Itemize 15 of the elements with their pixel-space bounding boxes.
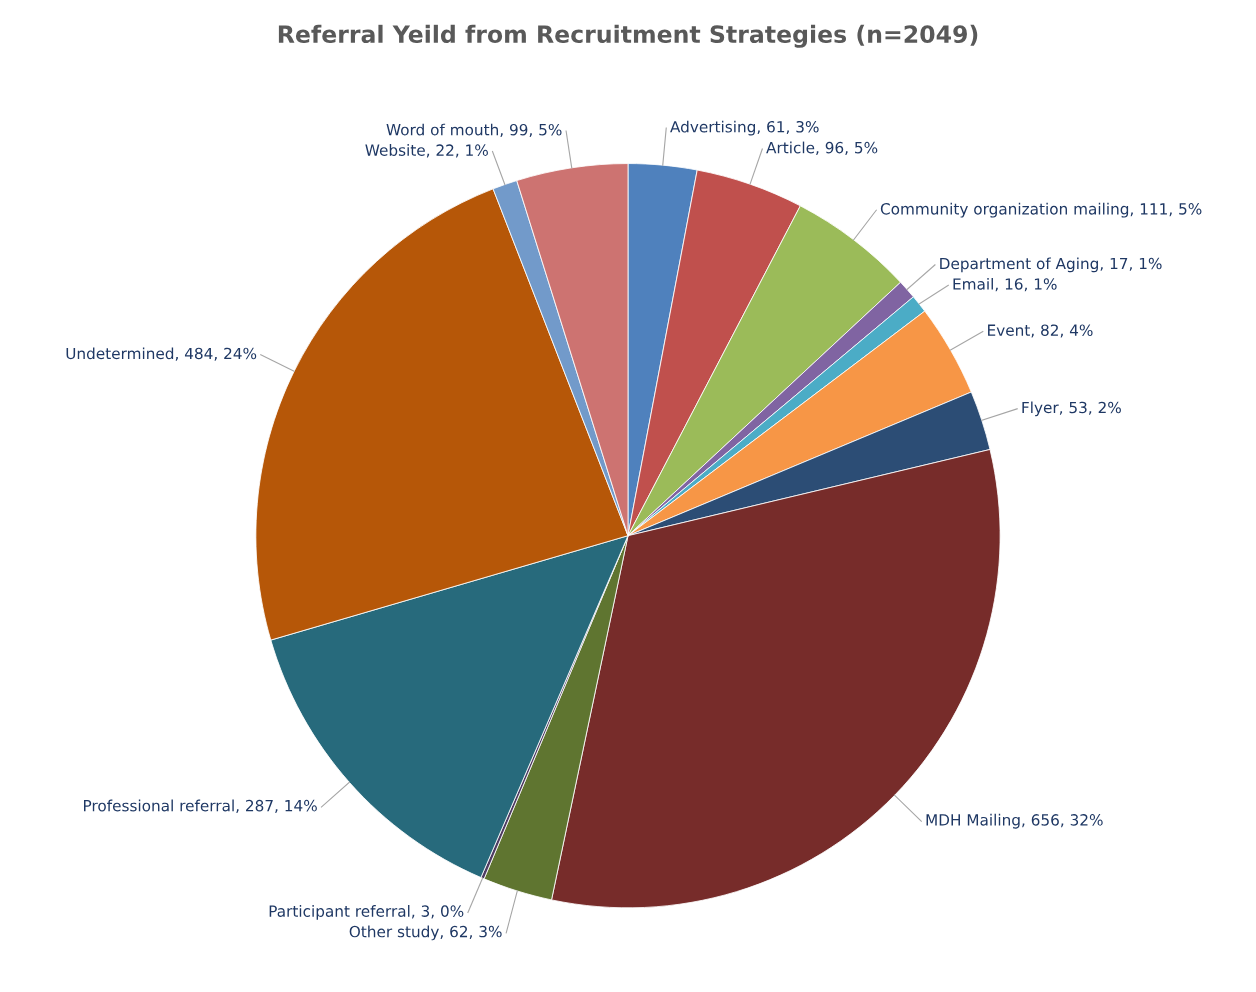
chart-title: Referral Yeild from Recruitment Strategies (n=2049) [278, 24, 978, 48]
slice-label: Undetermined, 484, 24% [66, 347, 257, 361]
slice-label: Other study, 62, 3% [349, 925, 502, 941]
slice-label: Flyer, 53, 2% [1022, 401, 1121, 417]
slice-label: MDH Mailing, 656, 32% [926, 813, 1103, 829]
slice-label: Word of mouth, 99, 5% [386, 123, 562, 138]
slice-label: Website, 22, 1% [365, 144, 488, 158]
slice-label: Professional referral, 287, 14% [84, 799, 317, 813]
slice-label: Department of Aging, 17, 1% [940, 257, 1162, 273]
slice-label: Event, 82, 4% [988, 324, 1093, 338]
slice-label: Participant referral, 3, 0% [269, 905, 464, 920]
slice-label: Email, 16, 1% [953, 277, 1057, 292]
slice-label: Advertising, 61, 3% [670, 120, 819, 136]
slice-label: Community organization mailing, 111, 5% [880, 202, 1202, 218]
slice-label: Article, 96, 5% [766, 141, 878, 155]
